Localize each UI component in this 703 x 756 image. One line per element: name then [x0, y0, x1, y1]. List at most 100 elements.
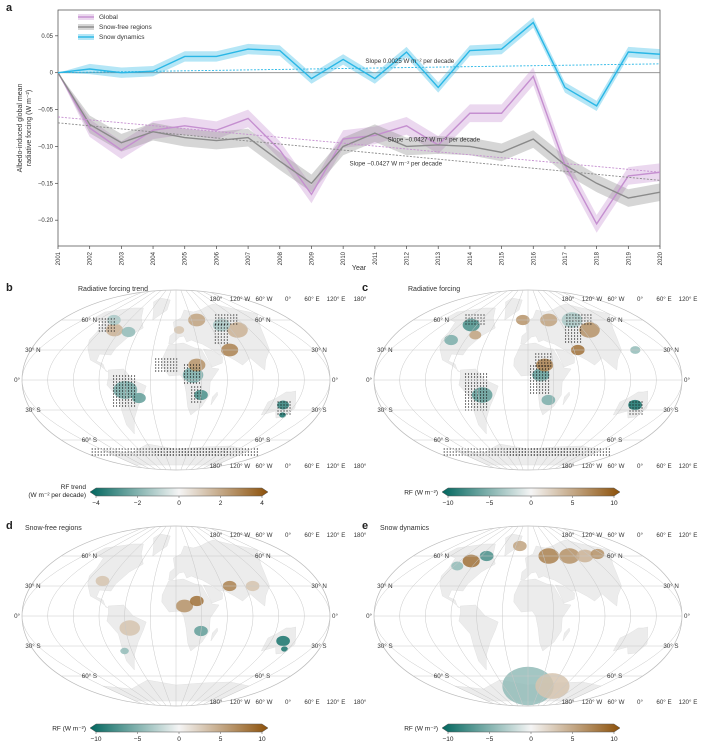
latitude-label: 60° S	[255, 437, 270, 444]
significance-dot	[121, 399, 124, 401]
significance-dot	[581, 448, 583, 450]
significance-dot	[470, 397, 473, 399]
significance-dot	[541, 356, 543, 358]
meridian-line	[195, 290, 279, 470]
significance-dot	[530, 454, 532, 456]
colorbar-tick-label: 4	[260, 500, 264, 507]
meridian-line	[98, 526, 162, 706]
significance-dot	[541, 359, 543, 361]
rf-patch	[120, 647, 129, 655]
significance-dot	[106, 448, 108, 450]
significance-dot	[572, 320, 574, 322]
significance-dot	[494, 448, 496, 450]
meridian-line	[551, 526, 657, 706]
longitude-label: 60° W	[608, 532, 625, 539]
significance-dot	[529, 377, 532, 379]
significance-dot	[521, 451, 523, 453]
significance-dot	[482, 385, 485, 387]
significance-dot	[538, 377, 541, 379]
latitude-label: 60° N	[81, 317, 97, 324]
legend-label-snowfree: Snow-free regions	[99, 24, 152, 31]
significance-dot	[181, 451, 183, 453]
colorbar-tick-label: 5	[571, 736, 575, 743]
significance-dot	[570, 332, 573, 334]
x-tick-label: 2008	[278, 251, 284, 265]
significance-dot	[476, 373, 479, 375]
significance-dot	[191, 401, 193, 403]
significance-dot	[458, 448, 460, 450]
significance-dot	[104, 330, 106, 332]
significance-dot	[455, 454, 457, 456]
meridian-line	[547, 290, 631, 470]
significance-dot	[542, 448, 544, 450]
significance-dot	[155, 361, 157, 363]
trend-line-global	[57, 116, 661, 173]
significance-dot	[277, 413, 279, 415]
significance-dot	[638, 404, 640, 406]
legend-label-snow: Snow dynamics	[99, 34, 145, 41]
significance-dot	[214, 324, 216, 326]
significance-dot	[566, 451, 568, 453]
significance-dot	[215, 320, 217, 322]
significance-dot	[181, 454, 183, 456]
significance-dot	[632, 413, 634, 415]
significance-dot	[473, 451, 475, 453]
latitude-label: 60° S	[607, 673, 622, 680]
significance-dot	[541, 353, 543, 355]
significance-dot	[155, 358, 157, 360]
significance-dot	[544, 392, 547, 394]
significance-dot	[127, 451, 129, 453]
x-tick-label: 2014	[468, 251, 474, 265]
significance-dot	[115, 448, 117, 450]
significance-dot	[497, 451, 499, 453]
significance-dot	[544, 353, 546, 355]
significance-dot	[139, 451, 141, 453]
rf-patch	[590, 548, 605, 560]
significance-dot	[133, 378, 136, 380]
significance-dot	[544, 368, 547, 370]
rf-patch	[227, 322, 248, 338]
significance-dot	[198, 367, 201, 369]
significance-dot	[479, 397, 482, 399]
rf-patch	[173, 326, 185, 334]
longitude-label: 60° W	[256, 296, 273, 303]
significance-dot	[236, 323, 238, 325]
meridian-line	[476, 290, 519, 470]
significance-dot	[221, 323, 223, 325]
significance-dot	[538, 380, 541, 382]
significance-dot	[197, 398, 199, 400]
significance-dot	[509, 448, 511, 450]
significance-dot	[467, 382, 470, 384]
significance-dot	[113, 327, 115, 329]
significance-dot	[547, 386, 550, 388]
meridian-line	[73, 526, 157, 706]
latitude-label: 0°	[684, 377, 690, 384]
significance-dot	[590, 317, 592, 319]
significance-dot	[193, 448, 195, 450]
significance-dot	[176, 370, 178, 372]
meridian-line	[374, 290, 500, 470]
rf-patch	[628, 399, 642, 411]
significance-dot	[587, 323, 589, 325]
longitude-label: 120° W	[582, 296, 603, 303]
significance-dot	[545, 448, 547, 450]
significance-dot	[167, 361, 169, 363]
significance-dot	[557, 451, 559, 453]
significance-dot	[139, 448, 141, 450]
significance-dot	[189, 370, 192, 372]
significance-dot	[215, 323, 217, 325]
significance-dot	[187, 454, 189, 456]
map-b: 180° 120° W 60° W 0° 60° E 120° E 180° 180° 120°…	[14, 289, 367, 507]
significance-dot	[547, 392, 550, 394]
longitude-label: 120° W	[582, 532, 603, 539]
rf-patch	[462, 318, 480, 332]
significance-dot	[223, 324, 225, 326]
significance-dot	[173, 361, 175, 363]
significance-dot	[163, 454, 165, 456]
significance-dot	[547, 383, 550, 385]
x-tick-label: 2004	[151, 251, 157, 265]
meridian-line	[502, 526, 524, 706]
significance-dot	[461, 448, 463, 450]
significance-dot	[289, 413, 291, 415]
